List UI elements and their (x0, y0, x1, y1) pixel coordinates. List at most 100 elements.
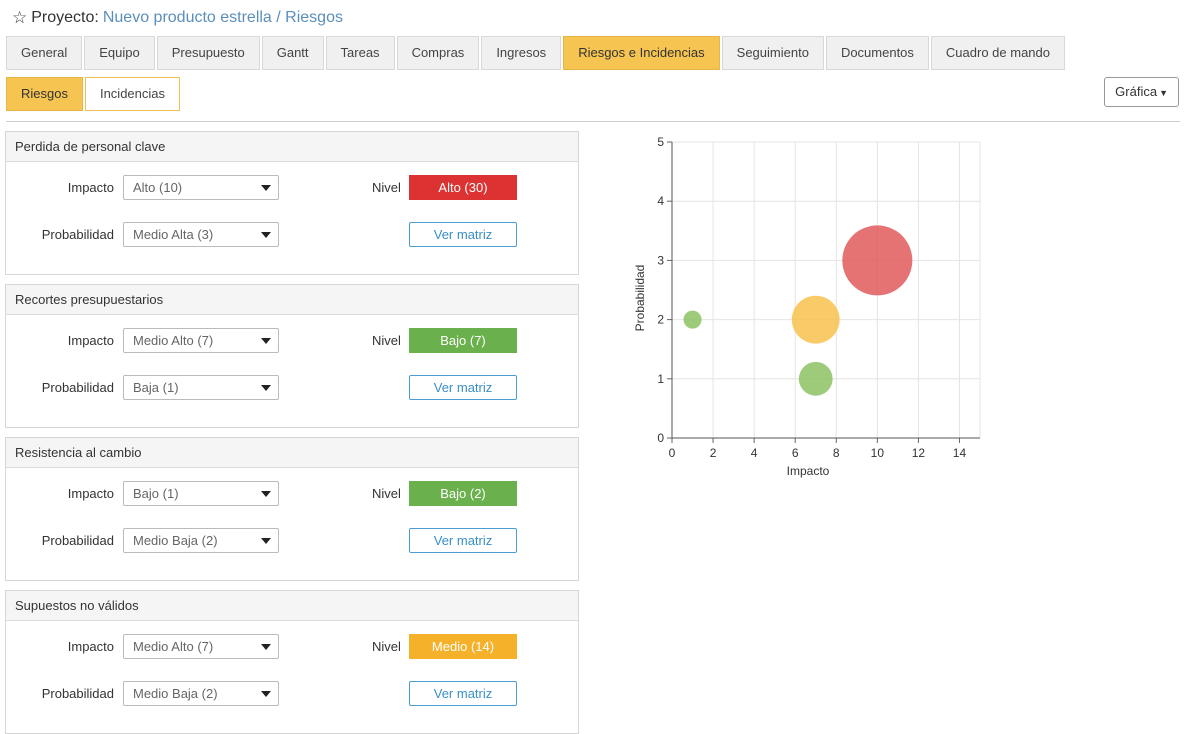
tab-seguimiento[interactable]: Seguimiento (721, 36, 824, 70)
tab-general[interactable]: General (6, 36, 83, 70)
dropdown-arrow-icon (261, 385, 271, 391)
risk-bubble (842, 225, 913, 296)
y-axis-label: Probabilidad (633, 265, 647, 332)
risk-panel: Resistencia al cambio Impacto Bajo (1) N… (5, 437, 579, 581)
impact-select[interactable]: Bajo (1) (123, 481, 279, 506)
impact-value: Medio Alto (7) (133, 333, 214, 348)
x-tick-label: 10 (871, 446, 885, 460)
level-badge: Bajo (2) (409, 481, 517, 506)
x-tick-label: 0 (669, 446, 676, 460)
probability-value: Medio Alta (3) (133, 227, 214, 242)
y-tick-label: 5 (657, 135, 664, 149)
star-icon[interactable]: ☆ (12, 8, 28, 27)
impact-value: Medio Alto (7) (133, 639, 214, 654)
x-axis-label: Impacto (787, 464, 830, 478)
impact-row: Impacto Bajo (1) Nivel Bajo (2) (6, 481, 578, 507)
probability-label: Probabilidad (41, 533, 114, 548)
impact-value: Alto (10) (133, 180, 183, 195)
tab-riesgos-e-incidencias[interactable]: Riesgos e Incidencias (563, 36, 720, 70)
probability-select[interactable]: Medio Baja (2) (123, 681, 279, 706)
risk-name: Resistencia al cambio (6, 438, 578, 468)
tab-ingresos[interactable]: Ingresos (481, 36, 562, 70)
x-tick-label: 12 (912, 446, 926, 460)
y-tick-label: 0 (657, 431, 664, 445)
tab-compras[interactable]: Compras (396, 36, 480, 70)
level-badge: Medio (14) (409, 634, 517, 659)
tab-presupuesto[interactable]: Presupuesto (156, 36, 260, 70)
tab-gantt[interactable]: Gantt (261, 36, 324, 70)
impact-select[interactable]: Medio Alto (7) (123, 328, 279, 353)
impact-value: Bajo (1) (133, 486, 179, 501)
risk-name: Recortes presupuestarios (6, 285, 578, 315)
x-tick-label: 14 (953, 446, 967, 460)
level-badge: Alto (30) (409, 175, 517, 200)
view-matrix-button[interactable]: Ver matriz (409, 681, 517, 706)
probability-select[interactable]: Medio Baja (2) (123, 528, 279, 553)
probability-label: Probabilidad (41, 227, 114, 242)
dropdown-arrow-icon (261, 338, 271, 344)
probability-row: Probabilidad Medio Baja (2) Ver matriz (6, 681, 578, 707)
impact-label: Impacto (67, 180, 114, 195)
probability-value: Baja (1) (133, 380, 179, 395)
level-label: Nivel (372, 333, 401, 348)
impact-label: Impacto (67, 486, 114, 501)
risk-panel: Perdida de personal clave Impacto Alto (… (5, 131, 579, 275)
subtab-riesgos[interactable]: Riesgos (6, 77, 83, 111)
view-matrix-button[interactable]: Ver matriz (409, 222, 517, 247)
impact-label: Impacto (67, 333, 114, 348)
level-label: Nivel (372, 639, 401, 654)
impact-label: Impacto (67, 639, 114, 654)
dropdown-arrow-icon (261, 538, 271, 544)
impact-row: Impacto Alto (10) Nivel Alto (30) (6, 175, 578, 201)
view-matrix-button[interactable]: Ver matriz (409, 375, 517, 400)
subtab-incidencias[interactable]: Incidencias (84, 77, 181, 111)
risk-bubble (798, 361, 833, 396)
level-badge: Bajo (7) (409, 328, 517, 353)
title-prefix: Proyecto: (31, 9, 99, 26)
impact-select[interactable]: Alto (10) (123, 175, 279, 200)
impact-row: Impacto Medio Alto (7) Nivel Bajo (7) (6, 328, 578, 354)
risk-bubble (683, 310, 702, 329)
probability-select[interactable]: Baja (1) (123, 375, 279, 400)
tab-equipo[interactable]: Equipo (84, 36, 155, 70)
level-label: Nivel (372, 486, 401, 501)
y-tick-label: 3 (657, 253, 664, 267)
risk-panel: Supuestos no válidos Impacto Medio Alto … (5, 590, 579, 734)
impact-row: Impacto Medio Alto (7) Nivel Medio (14) (6, 634, 578, 660)
tab-cuadro-de-mando[interactable]: Cuadro de mando (930, 36, 1065, 70)
risk-bubble (791, 295, 840, 344)
y-tick-label: 1 (657, 372, 664, 386)
risk-name: Supuestos no válidos (6, 591, 578, 621)
probability-row: Probabilidad Medio Alta (3) Ver matriz (6, 222, 578, 248)
risk-panel: Recortes presupuestarios Impacto Medio A… (5, 284, 579, 428)
probability-row: Probabilidad Baja (1) Ver matriz (6, 375, 578, 401)
dropdown-arrow-icon (261, 644, 271, 650)
y-tick-label: 2 (657, 313, 664, 327)
view-dropdown-button[interactable]: Gráfica ▼ (1104, 77, 1179, 107)
tab-tareas[interactable]: Tareas (325, 36, 395, 70)
view-button-label: Gráfica (1115, 84, 1158, 99)
divider (6, 121, 1180, 122)
impact-select[interactable]: Medio Alto (7) (123, 634, 279, 659)
probability-select[interactable]: Medio Alta (3) (123, 222, 279, 247)
probability-label: Probabilidad (41, 380, 114, 395)
risk-name: Perdida de personal clave (6, 132, 578, 162)
x-tick-label: 4 (751, 446, 758, 460)
dropdown-arrow-icon (261, 232, 271, 238)
caret-down-icon: ▼ (1159, 88, 1168, 98)
main-tabs: General Equipo Presupuesto Gantt Tareas Compr… (6, 36, 1067, 70)
x-tick-label: 2 (710, 446, 717, 460)
probability-value: Medio Baja (2) (133, 533, 218, 548)
page-title: ☆ Proyecto: Nuevo producto estrella / Ri… (12, 8, 343, 28)
y-tick-label: 4 (657, 194, 664, 208)
dropdown-arrow-icon (261, 185, 271, 191)
dropdown-arrow-icon (261, 491, 271, 497)
probability-row: Probabilidad Medio Baja (2) Ver matriz (6, 528, 578, 554)
sub-tabs: Riesgos Incidencias (6, 77, 182, 111)
x-tick-label: 8 (833, 446, 840, 460)
tab-documentos[interactable]: Documentos (825, 36, 929, 70)
view-matrix-button[interactable]: Ver matriz (409, 528, 517, 553)
breadcrumb[interactable]: Nuevo producto estrella / Riesgos (102, 9, 343, 26)
probability-label: Probabilidad (41, 686, 114, 701)
